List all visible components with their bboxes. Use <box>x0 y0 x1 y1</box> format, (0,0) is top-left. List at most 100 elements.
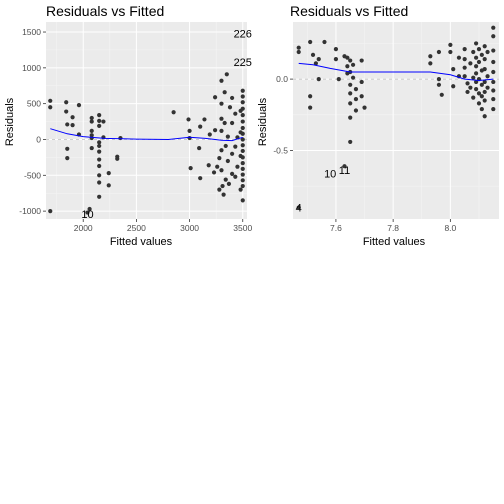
residual-point <box>474 55 479 60</box>
residual-point <box>345 64 350 69</box>
residual-point <box>491 88 496 93</box>
residual-point <box>491 48 496 53</box>
residual-point <box>451 67 456 72</box>
residual-point <box>462 47 467 52</box>
residual-point <box>240 166 245 171</box>
outlier-label: 11 <box>339 165 350 177</box>
residual-point <box>471 95 476 100</box>
residual-point <box>220 183 225 189</box>
residuals-vs-fitted-plot-right: Residuals vs Fitted Fitted values Residu… <box>257 3 499 248</box>
residual-point <box>240 178 245 183</box>
residual-point <box>456 55 462 60</box>
residual-point <box>471 49 476 55</box>
residual-point <box>333 47 339 52</box>
residual-point <box>468 61 473 66</box>
residual-point <box>85 210 90 215</box>
residual-point <box>198 124 203 129</box>
residual-point <box>436 49 442 55</box>
y-axis-title: Residuals <box>4 97 16 146</box>
residual-point <box>235 164 240 169</box>
residual-point <box>97 180 102 185</box>
residual-point <box>474 79 479 85</box>
residual-point <box>171 110 176 115</box>
residual-point <box>348 58 353 63</box>
residual-point <box>217 187 222 192</box>
residual-point <box>219 78 224 83</box>
residual-point <box>491 106 496 112</box>
outlier-label: 226 <box>234 28 252 40</box>
y-tick-label: 1000 <box>22 63 41 73</box>
residual-point <box>482 67 487 72</box>
residual-point <box>106 183 111 188</box>
residual-point <box>219 116 224 121</box>
residual-point <box>471 75 476 80</box>
residual-point <box>230 95 235 101</box>
residual-point <box>70 123 75 128</box>
residual-point <box>97 143 102 149</box>
outlier-label: 225 <box>234 57 252 69</box>
residual-point <box>348 91 353 96</box>
residual-point <box>48 105 53 110</box>
residual-point <box>342 164 347 169</box>
y-tick-label: 1500 <box>22 27 41 37</box>
residual-point <box>97 140 102 145</box>
residual-point <box>238 187 243 192</box>
residual-point <box>233 144 238 149</box>
residual-point <box>316 77 321 82</box>
residual-point <box>212 95 218 100</box>
residual-point <box>227 105 233 110</box>
y-tick-label: 0.0 <box>276 74 288 84</box>
residual-point <box>436 77 442 82</box>
residual-point <box>474 71 479 76</box>
residual-point <box>219 128 224 133</box>
residual-point <box>187 135 192 141</box>
residual-point <box>345 55 350 60</box>
residual-point <box>207 132 212 137</box>
panel-background <box>293 22 499 219</box>
y-tick-label: -500 <box>24 170 41 180</box>
residual-point <box>215 164 220 169</box>
residual-point <box>310 52 316 57</box>
residual-point <box>48 209 53 214</box>
residual-point <box>482 89 487 95</box>
residual-point <box>448 42 453 47</box>
residual-point <box>428 61 433 66</box>
residual-point <box>188 166 193 171</box>
residual-point <box>89 115 94 121</box>
residual-point <box>240 143 245 148</box>
residual-point <box>436 82 442 87</box>
residual-point <box>233 111 238 116</box>
smooth-trend-line <box>298 62 494 82</box>
residual-point <box>97 149 102 154</box>
residual-point <box>97 194 102 199</box>
residual-point <box>485 85 490 90</box>
residual-point <box>206 163 211 168</box>
residual-point <box>89 135 94 141</box>
residual-point <box>97 113 102 118</box>
residual-point <box>222 120 227 126</box>
residual-point <box>485 74 490 79</box>
residual-point <box>348 139 353 145</box>
residual-point <box>476 91 482 96</box>
residual-point <box>89 119 94 124</box>
y-axis-title: Residuals <box>257 97 269 146</box>
residual-point <box>240 100 245 105</box>
residual-point <box>70 115 75 120</box>
residual-point <box>118 135 123 141</box>
residual-point <box>240 125 245 131</box>
residual-point <box>491 59 496 65</box>
outlier-label: 10 <box>324 168 336 180</box>
residual-point <box>240 131 245 136</box>
residual-point <box>211 170 217 175</box>
residual-point <box>322 39 327 45</box>
residual-point <box>89 145 94 151</box>
residual-point <box>296 45 301 50</box>
residual-point <box>219 101 224 106</box>
residual-point <box>491 34 496 39</box>
residual-point <box>308 39 313 45</box>
residual-point <box>230 120 235 126</box>
x-tick-label: 7.8 <box>387 223 399 233</box>
residual-point <box>465 81 470 86</box>
residual-point <box>101 119 106 124</box>
residual-point <box>350 75 356 80</box>
